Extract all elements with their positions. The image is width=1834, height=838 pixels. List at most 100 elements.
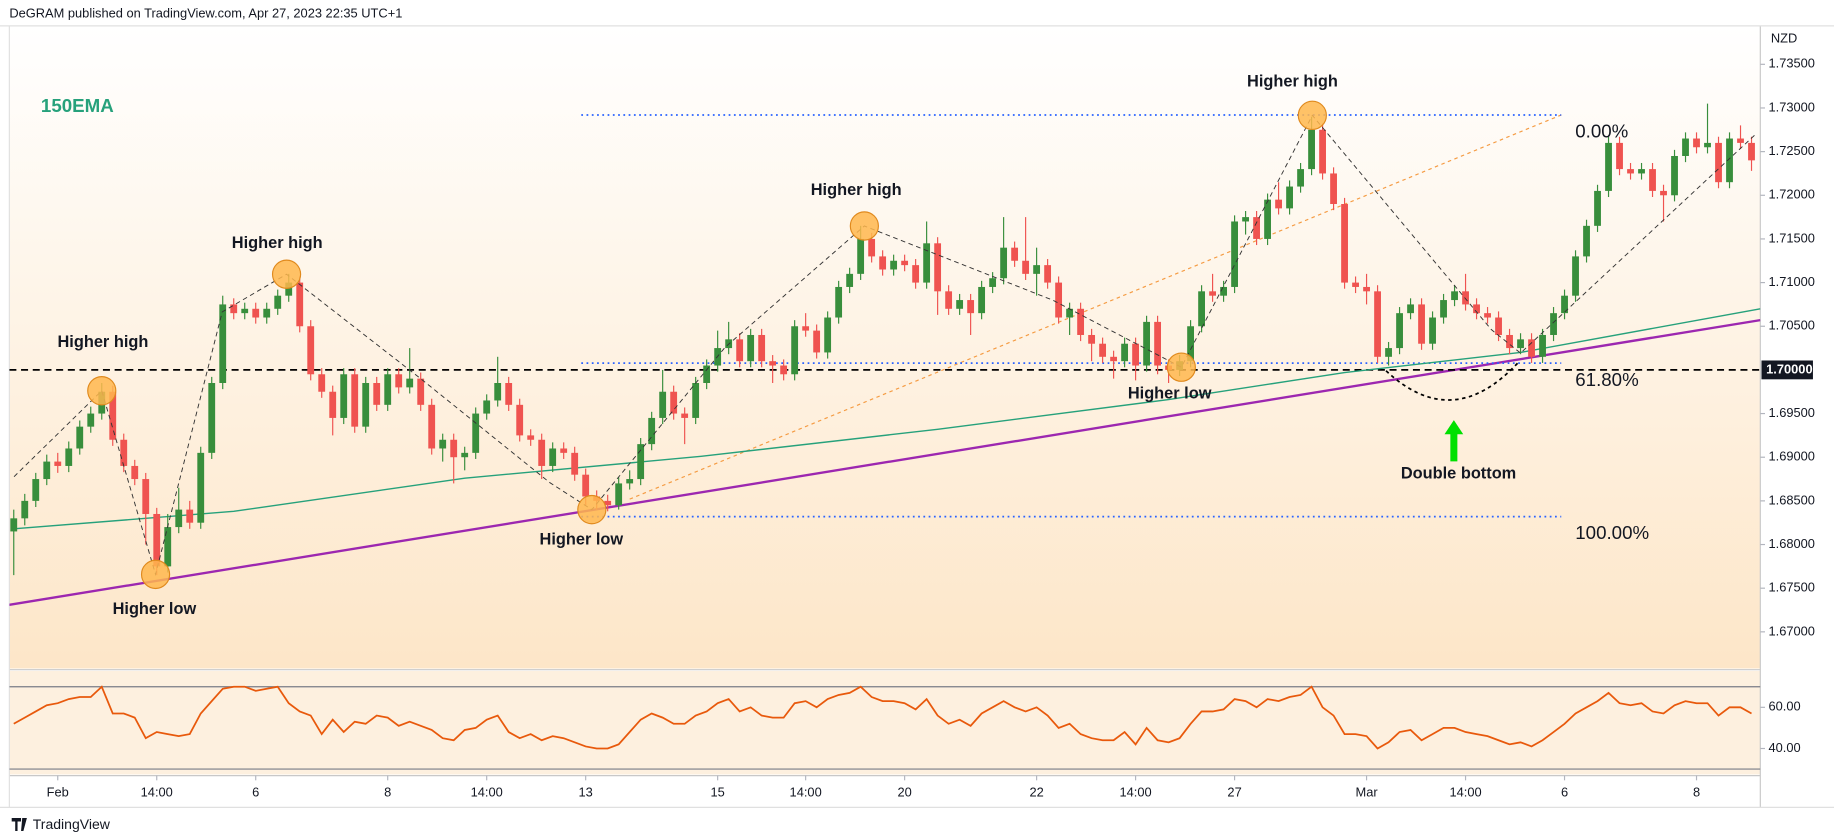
x-tick-label: 14:00 — [790, 785, 822, 800]
annotation: Higher high — [58, 333, 149, 351]
candle-body — [1044, 265, 1052, 283]
candle-body — [1495, 317, 1502, 335]
candle-body — [1264, 199, 1271, 239]
y-tick-label: 1.69500 — [1769, 405, 1815, 420]
candle-body — [956, 300, 964, 309]
candle-body — [1682, 138, 1689, 156]
candle-body — [1088, 334, 1096, 344]
candle-body — [164, 527, 172, 567]
candle-body — [912, 265, 920, 283]
candle-body — [1627, 169, 1634, 174]
candle-body — [439, 439, 447, 449]
candle-body — [153, 513, 161, 567]
candle-body — [450, 439, 458, 458]
candle-body — [1616, 142, 1623, 170]
candle-body — [967, 300, 975, 314]
candle-body — [1726, 138, 1733, 183]
up-arrow — [1444, 420, 1464, 462]
candle-body — [329, 391, 337, 418]
candle-body — [857, 238, 865, 274]
zigzag — [13, 114, 1755, 577]
candle-body — [230, 304, 238, 314]
candle-body — [945, 291, 953, 309]
ema-label: 150EMA — [41, 95, 114, 116]
candle-body — [1132, 343, 1140, 366]
candle-body — [1528, 339, 1535, 357]
candle-body — [472, 413, 480, 453]
candle-body — [351, 374, 359, 427]
candle-body — [1429, 317, 1436, 344]
annotation: Higher high — [811, 181, 902, 199]
annotation: Higher low — [1128, 385, 1212, 403]
candle-body — [362, 383, 370, 427]
y-tick-label: 1.70500 — [1769, 318, 1815, 333]
y-tick-label: 1.71500 — [1769, 230, 1815, 245]
candle-body — [10, 518, 18, 532]
rsi-plot — [9, 685, 1761, 770]
logo-text: TradingView — [33, 816, 111, 832]
candle-body — [637, 444, 645, 480]
overlay: 1.67000 1.67500 1.68000 1.68500 1.69000 1.695… — [41, 56, 1815, 800]
candle-body — [604, 500, 612, 506]
candle-body — [175, 509, 183, 528]
candle-body — [736, 339, 744, 362]
y-tick-label: 1.68500 — [1769, 492, 1815, 507]
candle-body — [1418, 304, 1425, 344]
candle-body — [791, 326, 799, 375]
pivot-circle — [87, 376, 117, 406]
candle-body — [659, 391, 667, 418]
candle-body — [648, 417, 656, 445]
candle-body — [186, 509, 194, 523]
candle-body — [1275, 199, 1282, 209]
annotation: Double bottom — [1401, 465, 1516, 483]
candle-body — [1506, 334, 1513, 349]
candle-body — [1022, 260, 1030, 274]
x-tick-label: 15 — [711, 785, 725, 800]
candle-body — [1517, 339, 1524, 349]
currency-label: NZD — [1771, 30, 1797, 45]
pivot-circle — [849, 211, 879, 241]
candle-body — [241, 308, 249, 314]
candle-body — [252, 308, 260, 318]
candle-body — [1363, 286, 1370, 292]
level-label: 1.70000 — [1766, 361, 1812, 376]
candle-body — [1572, 256, 1579, 296]
candle-body — [1440, 300, 1447, 318]
candle-body — [109, 391, 117, 440]
candle-body — [1242, 217, 1249, 222]
candle-body — [824, 317, 832, 353]
trendline — [9, 318, 1761, 606]
candle-body — [692, 383, 700, 418]
logo-icon — [11, 817, 27, 831]
x-tick-label: 22 — [1029, 785, 1043, 800]
candle-body — [1308, 129, 1315, 170]
candle-body — [681, 413, 689, 418]
rsi-line — [13, 685, 1752, 750]
y-tick-label: 1.73000 — [1769, 99, 1815, 114]
candle-body — [571, 452, 579, 475]
main-pane — [9, 25, 1761, 669]
candle-body — [615, 483, 623, 506]
candle-body — [989, 278, 997, 287]
candle-body — [1000, 247, 1008, 279]
y-tick-label: 1.68000 — [1769, 536, 1815, 551]
y-tick-label: 1.71000 — [1769, 274, 1815, 289]
candle-body — [780, 365, 788, 375]
candle-body — [274, 295, 282, 309]
candle-body — [901, 260, 909, 266]
candle-body — [1143, 321, 1151, 366]
fib-label: 61.80% — [1575, 369, 1639, 390]
main-plot — [9, 100, 1761, 606]
x-tick-label: 13 — [579, 785, 593, 800]
annotation: Higher high — [1247, 73, 1338, 91]
candle-body — [1077, 308, 1085, 335]
candle-body — [87, 413, 95, 427]
x-tick-label: 14:00 — [1120, 785, 1152, 800]
candle-body — [318, 374, 326, 392]
y-tick-label: 1.72500 — [1769, 143, 1815, 158]
x-tick-label: 14:00 — [1449, 785, 1481, 800]
fib-label: 100.00% — [1575, 522, 1649, 543]
y-tick-label: 1.69000 — [1769, 449, 1815, 464]
candle-body — [1396, 313, 1403, 349]
